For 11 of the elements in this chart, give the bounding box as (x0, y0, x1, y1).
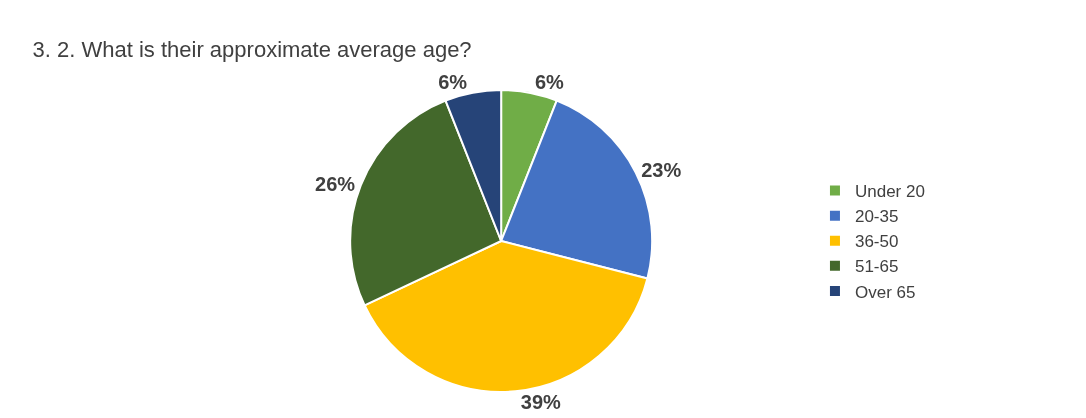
data-label: 6% (534, 71, 565, 94)
data-label: 23% (641, 159, 682, 182)
data-label: 6% (438, 71, 468, 94)
data-label: 39% (520, 391, 562, 414)
legend-label: 51-65 (854, 257, 899, 277)
chart-title: 3. 2. What is their approximate average age? (32, 37, 472, 63)
legend-label: 20-35 (854, 207, 899, 227)
legend-label: Over 65 (854, 282, 916, 302)
legend-label: Under 20 (854, 182, 925, 202)
data-label: 26% (315, 172, 356, 195)
legend-label: 36-50 (854, 232, 899, 252)
